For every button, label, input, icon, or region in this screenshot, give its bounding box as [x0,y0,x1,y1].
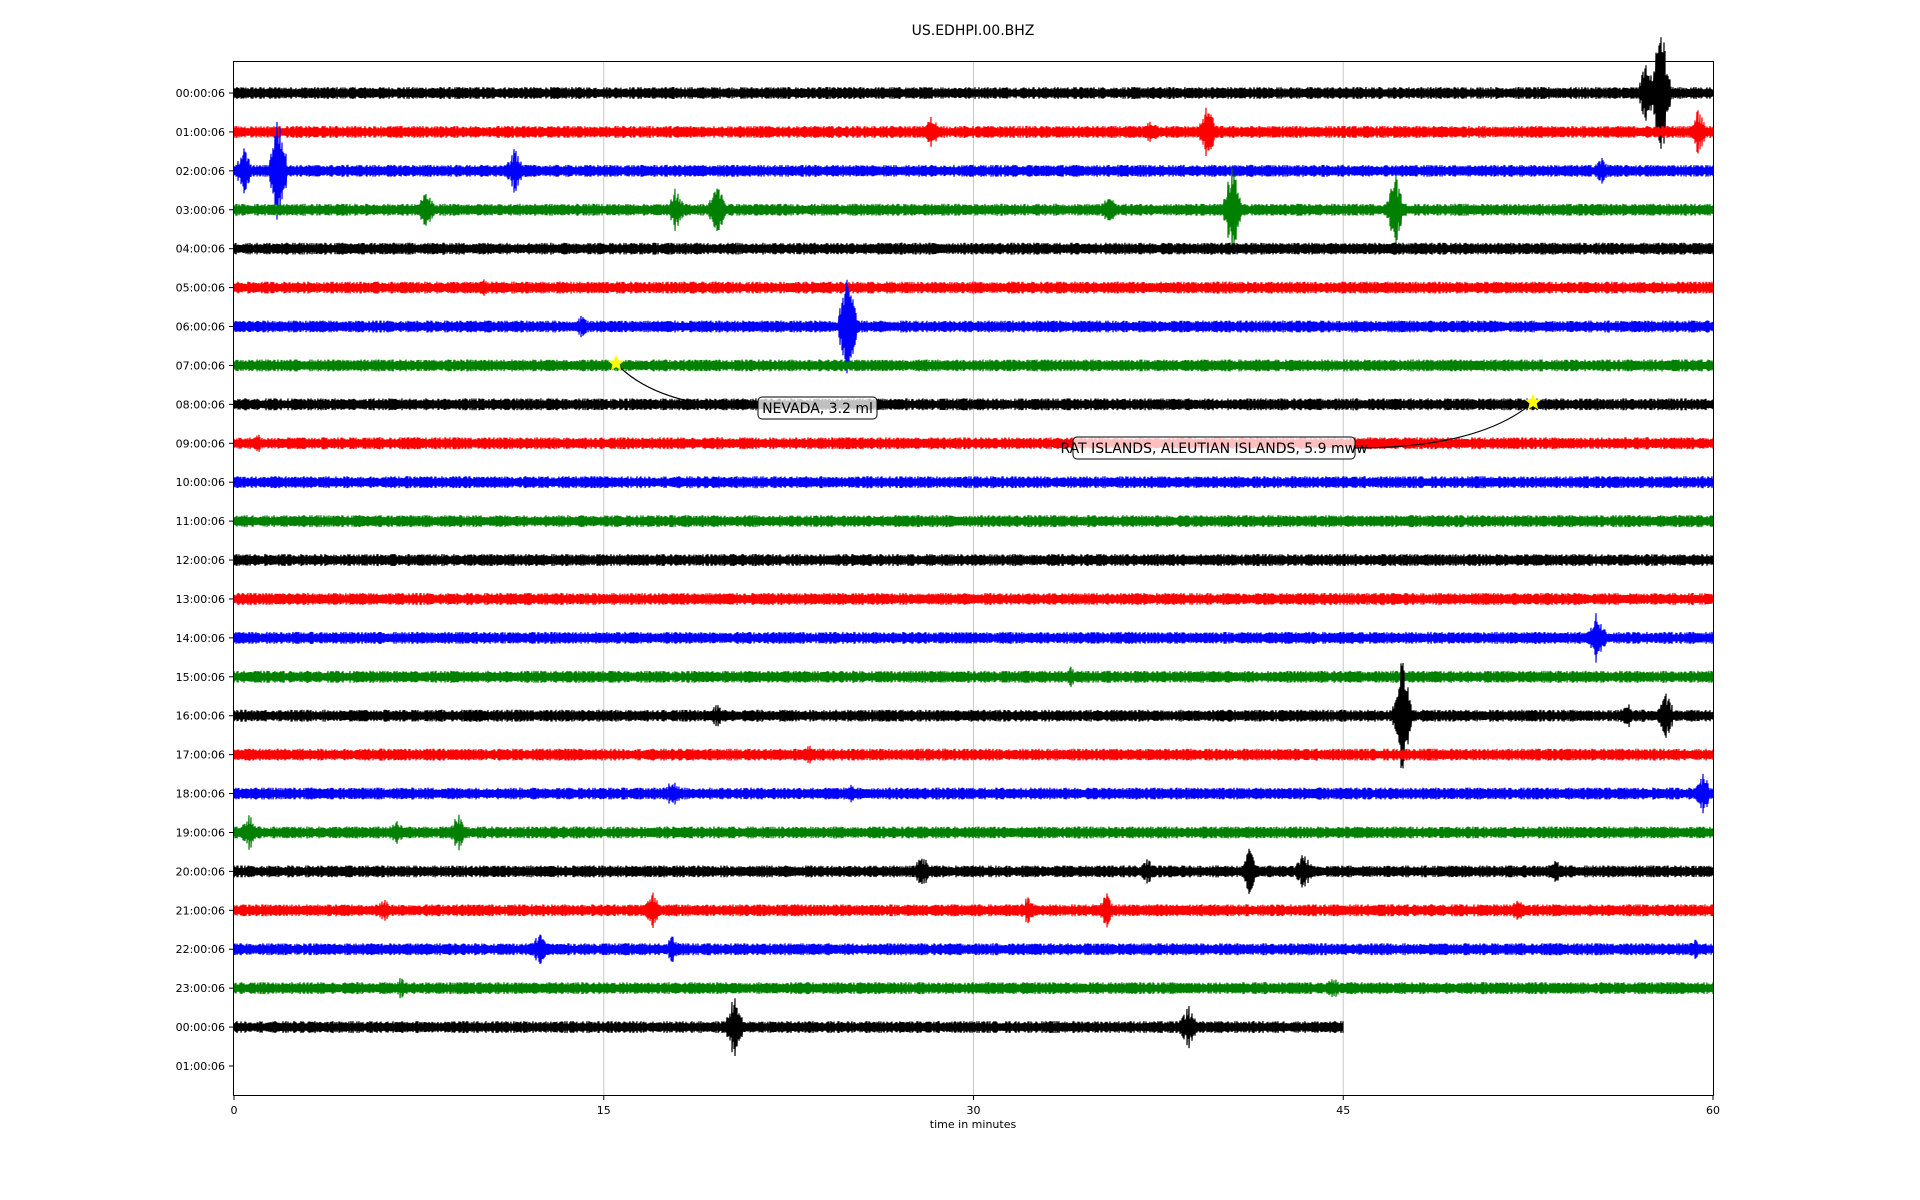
trace-row-1 [233,107,1714,157]
trace-row-20 [233,848,1714,895]
y-row-label: 10:00:06 [176,476,225,489]
y-row-label: 20:00:06 [176,865,225,878]
y-row-label: 21:00:06 [176,904,225,917]
y-row-label: 07:00:06 [176,359,225,372]
y-row-label: 12:00:06 [176,554,225,567]
annotation-box [757,396,878,420]
trace-row-17 [233,745,1714,764]
trace-row-18 [233,773,1714,814]
y-row-label: 04:00:06 [176,243,225,256]
trace-row-13 [233,592,1714,606]
y-row-label: 23:00:06 [176,982,225,995]
y-row-label: 05:00:06 [176,282,225,295]
y-row-label: 01:00:06 [176,1060,225,1073]
y-row-label: 16:00:06 [176,710,225,723]
y-row-label: 19:00:06 [176,826,225,839]
chart-title: US.EDHPI.00.BHZ [912,23,1035,39]
y-row-label: 15:00:06 [176,671,225,684]
trace-row-7 [233,359,1714,372]
trace-row-16 [233,662,1714,769]
annotation-label: RAT ISLANDS, ALEUTIAN ISLANDS, 5.9 mww [1060,441,1367,457]
event-annotations: NEVADA, 3.2 ml RAT ISLANDS, ALEUTIAN ISLA… [607,354,1542,460]
y-row-label: 01:00:06 [176,126,225,139]
trace-lines [233,37,1714,1057]
annotation-box [1072,436,1356,460]
trace-row-11 [233,515,1714,528]
trace-row-22 [233,934,1714,965]
y-row-label: 08:00:06 [176,398,225,411]
x-tick-label: 15 [597,1104,611,1117]
trace-row-8 [233,398,1714,411]
x-tick-label: 0 [231,1104,238,1117]
x-axis-label: time in minutes [930,1118,1017,1131]
y-row-label: 17:00:06 [176,749,225,762]
trace-row-21 [233,892,1714,929]
annotation-connector [1354,401,1534,449]
annotation-connector [615,363,759,409]
annotation-label: NEVADA, 3.2 ml [762,401,873,417]
trace-row-23 [233,978,1714,999]
y-row-label: 06:00:06 [176,321,225,334]
trace-row-6 [233,279,1714,374]
trace-row-0 [233,37,1714,149]
grid-lines [603,62,1344,1095]
y-row-label: 14:00:06 [176,632,225,645]
y-row-label: 09:00:06 [176,437,225,450]
trace-row-9 [233,434,1714,452]
y-axis-row-labels: 00:00:06 01:00:06 02:00:06 03:00:06 04:00:06… [176,87,234,1073]
trace-row-4 [233,242,1714,255]
trace-row-24 [233,998,1344,1057]
y-row-label: 18:00:06 [176,788,225,801]
trace-row-19 [233,814,1714,851]
trace-row-10 [233,476,1714,489]
y-row-label: 22:00:06 [176,943,225,956]
event-star-icon [1524,393,1542,410]
y-row-label: 03:00:06 [176,204,225,217]
trace-row-2 [233,121,1714,220]
y-row-label: 00:00:06 [176,87,225,100]
y-row-label: 02:00:06 [176,165,225,178]
y-row-label: 00:00:06 [176,1021,225,1034]
x-tick-label: 45 [1336,1104,1350,1117]
trace-row-12 [233,553,1714,567]
trace-row-14 [233,613,1714,663]
x-tick-label: 60 [1706,1104,1720,1117]
trace-row-15 [233,666,1714,687]
event-star-icon [607,354,625,371]
y-row-label: 13:00:06 [176,593,225,606]
trace-row-3 [233,168,1714,252]
x-axis-ticks: 0 15 30 45 60 [231,1095,1720,1117]
y-row-label: 11:00:06 [176,515,225,528]
trace-row-5 [233,279,1714,296]
x-tick-label: 30 [967,1104,981,1117]
